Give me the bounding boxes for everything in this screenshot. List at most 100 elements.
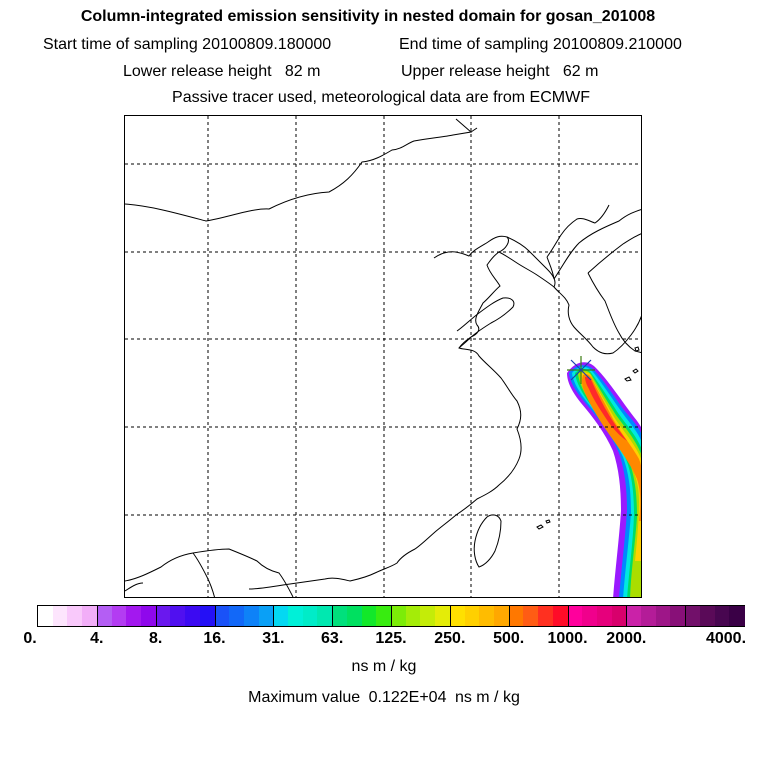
colorbar-swatch [361, 606, 377, 626]
colorbar-swatch [405, 606, 421, 626]
start-time-label: Start time of sampling 20100809.180000 [43, 36, 332, 53]
colorbar-swatch [126, 606, 142, 626]
colorbar-divider [214, 606, 216, 626]
plume-green [575, 369, 641, 597]
maximum-value-line: Maximum value 0.122E+04 ns m / kg [0, 688, 768, 708]
plume-red [585, 376, 627, 441]
south-china-coast [125, 548, 294, 597]
colorbar-swatch [111, 606, 127, 626]
colorbar-swatch [641, 606, 657, 626]
colorbar-swatch [493, 606, 510, 626]
map-canvas [125, 116, 641, 597]
end-time-label: End time of sampling 20100809.210000 [399, 36, 682, 53]
upper-height-label: Upper release height 62 m [401, 63, 599, 80]
colorbar-divider [155, 606, 157, 626]
colorbar-tick-label: 8. [148, 630, 163, 647]
colorbar-swatch [567, 606, 583, 626]
plume-orange [581, 374, 641, 521]
colorbar-swatch [346, 606, 363, 626]
map-panel [124, 115, 642, 598]
max-value-unit: ns m / kg [454, 689, 520, 706]
max-value-number: 0.122E+04 [368, 689, 447, 706]
colorbar-swatch [596, 606, 613, 626]
colorbar-swatch [479, 606, 495, 626]
graticule [125, 116, 641, 597]
colorbar-swatch [729, 606, 745, 626]
colorbar-swatch [229, 606, 245, 626]
korea-border-line [553, 209, 641, 280]
star-ray [570, 359, 592, 381]
colorbar-tick-label: 16. [203, 630, 226, 647]
china-coast-north [248, 235, 522, 590]
colorbar-tick-label: 63. [321, 630, 344, 647]
colorbar-swatch [552, 606, 569, 626]
colorbar-divider [391, 606, 392, 626]
hainan-inlet [125, 552, 215, 597]
colorbar-swatch [523, 606, 539, 626]
ryukyu-islets [536, 346, 640, 530]
colorbar-unit-label: ns m / kg [351, 658, 417, 675]
colorbar-swatch [714, 606, 730, 626]
colorbar-divider [273, 606, 275, 626]
colorbar-swatch [258, 606, 274, 626]
colorbar-divider [332, 606, 334, 626]
colorbar-swatch [38, 606, 54, 626]
colorbar-divider [449, 606, 451, 626]
north-border-line [125, 118, 478, 222]
colorbar-swatch [435, 606, 451, 626]
star-marker [567, 356, 595, 384]
colorbar-swatch [140, 606, 157, 626]
china-korea-border [546, 204, 610, 258]
colorbar-swatch [670, 606, 686, 626]
colorbar-swatch [332, 606, 348, 626]
colorbar-swatch [214, 606, 230, 626]
colorbar-divider [508, 606, 510, 626]
colorbar-swatch [626, 606, 642, 626]
colorbar-swatch [655, 606, 672, 626]
colorbar [37, 605, 745, 627]
colorbar-swatch [67, 606, 83, 626]
colorbar-swatch [96, 606, 113, 626]
taiwan-island [473, 514, 502, 568]
chart-title: Column-integrated emission sensitivity i… [80, 8, 656, 25]
tracer-note: Passive tracer used, meteorological data… [172, 89, 590, 106]
colorbar-divider [96, 606, 98, 626]
colorbar-tick-label: 125. [375, 630, 407, 647]
colorbar-swatch [685, 606, 701, 626]
colorbar-tick-label: 500. [493, 630, 525, 647]
colorbar-tick-label: 4000. [705, 630, 747, 647]
colorbar-divider [626, 606, 628, 626]
colorbar-swatch [449, 606, 466, 626]
korean-peninsula [546, 256, 641, 355]
colorbar-swatch [273, 606, 289, 626]
colorbar-swatch [376, 606, 392, 626]
colorbar-tick-label: 31. [262, 630, 285, 647]
colorbar-tick-label: 2000. [606, 630, 647, 647]
sensitivity-plume [567, 362, 641, 597]
colorbar-swatch [464, 606, 480, 626]
colorbar-swatch [391, 606, 407, 626]
colorbar-tick-label: 0. [23, 630, 37, 647]
colorbar-divider [685, 606, 687, 626]
colorbar-swatch [420, 606, 436, 626]
colorbar-swatch [288, 606, 304, 626]
colorbar-swatch [538, 606, 554, 626]
colorbar-swatch [170, 606, 186, 626]
colorbar-swatch [611, 606, 627, 626]
lower-height-label: Lower release height 82 m [123, 63, 321, 80]
colorbar-swatch [82, 606, 98, 626]
max-value-caption: Maximum value [248, 689, 361, 706]
colorbar-tick-label: 1000. [547, 630, 588, 647]
colorbar-swatch [317, 606, 333, 626]
colorbar-swatch [185, 606, 201, 626]
coastlines [125, 118, 641, 597]
colorbar-swatch [199, 606, 216, 626]
colorbar-swatch [508, 606, 524, 626]
colorbar-tick-label: 4. [90, 630, 104, 647]
colorbar-swatch [52, 606, 68, 626]
colorbar-divider [567, 606, 569, 626]
colorbar-swatch [243, 606, 260, 626]
colorbar-swatch [155, 606, 171, 626]
colorbar-tick-label: 250. [434, 630, 466, 647]
colorbar-swatch [699, 606, 716, 626]
